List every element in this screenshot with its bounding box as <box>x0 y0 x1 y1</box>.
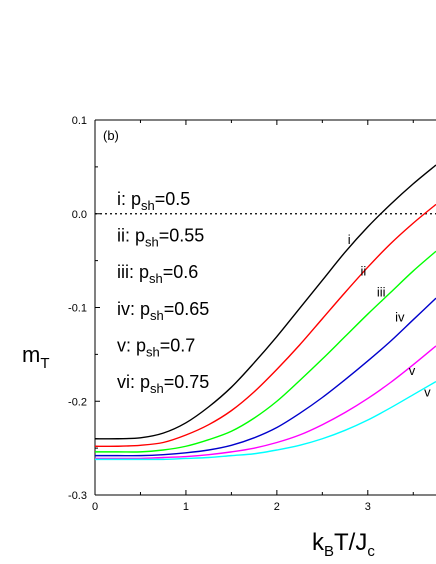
panel-label: (b) <box>103 128 119 143</box>
y-tick-label: 0.1 <box>72 115 87 127</box>
x-tick-label: 3 <box>365 501 371 513</box>
x-tick-label: 0 <box>92 501 98 513</box>
curve-label-v: v <box>424 385 431 400</box>
series-line-iv <box>95 297 436 457</box>
y-tick-label: -0.2 <box>68 396 87 408</box>
series-line-i <box>94 164 436 440</box>
curve-label-ii: ii <box>361 264 367 279</box>
y-tick-label: -0.1 <box>68 303 87 315</box>
curve-label-iv: iv <box>395 310 405 325</box>
legend-entry-iii: iii: psh=0.6 <box>117 262 198 286</box>
series-line-ii <box>94 203 436 448</box>
series-layer <box>94 164 436 461</box>
ticks-layer: 0 1 2 3 0.1 0.0 -0.1 -0.2 -0.3 <box>68 115 414 513</box>
x-tick-label: 1 <box>183 501 189 513</box>
legend: i: psh=0.5 ii: psh=0.55 iii: psh=0.6 iv: ps… <box>117 189 209 396</box>
legend-entry-ii: ii: psh=0.55 <box>117 226 204 250</box>
y-tick-label: -0.3 <box>68 490 87 502</box>
series-line-iii <box>95 250 436 453</box>
legend-entry-vi: vi: psh=0.75 <box>117 372 209 396</box>
x-tick-label: 2 <box>274 501 280 513</box>
x-axis-title-sub2: c <box>367 543 375 560</box>
y-axis-title-sub: T <box>40 355 49 372</box>
curve-label-iii: iii <box>377 284 386 299</box>
y-axis-title: mT <box>22 342 50 372</box>
legend-entry-i: i: psh=0.5 <box>117 189 190 213</box>
y-tick-label: 0.0 <box>72 209 87 221</box>
x-axis-title: kBT/Jc <box>312 529 375 560</box>
legend-entry-v: v: psh=0.7 <box>117 335 195 359</box>
series-line-vi <box>94 380 436 461</box>
x-axis-title-main: k <box>312 529 325 556</box>
x-axis-title-mid: T/J <box>334 529 367 556</box>
curve-label-v: v <box>409 363 416 378</box>
series-line-v <box>95 345 436 460</box>
legend-entry-iv: iv: psh=0.65 <box>117 299 209 323</box>
x-axis-title-sub1: B <box>324 543 334 560</box>
curve-label-i: i <box>348 232 351 247</box>
y-axis-title-main: m <box>22 342 40 367</box>
